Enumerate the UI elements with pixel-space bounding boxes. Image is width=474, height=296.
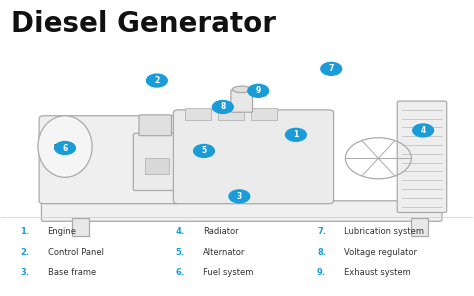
Text: 9.: 9.: [317, 268, 326, 277]
Circle shape: [194, 144, 214, 157]
Text: Alternator: Alternator: [203, 247, 246, 257]
Bar: [251, 108, 277, 120]
Text: Exhaust system: Exhaust system: [345, 268, 411, 277]
Bar: [72, 218, 89, 236]
Text: Lubrication system: Lubrication system: [345, 227, 424, 236]
Text: 4: 4: [420, 126, 426, 135]
Circle shape: [248, 84, 269, 97]
Text: 2.: 2.: [20, 247, 29, 257]
FancyBboxPatch shape: [231, 90, 253, 112]
Text: 1.: 1.: [20, 227, 29, 236]
Text: 7.: 7.: [317, 227, 326, 236]
Text: 7: 7: [328, 64, 334, 73]
Text: Fuel system: Fuel system: [203, 268, 254, 277]
Text: Engine: Engine: [47, 227, 77, 236]
Text: 1: 1: [293, 130, 299, 139]
Circle shape: [321, 62, 342, 75]
Text: 6: 6: [63, 144, 68, 152]
Text: Control Panel: Control Panel: [47, 247, 103, 257]
Bar: [145, 158, 169, 174]
Text: Voltage regulator: Voltage regulator: [345, 247, 418, 257]
Text: Radiator: Radiator: [203, 227, 239, 236]
Circle shape: [229, 190, 250, 203]
Bar: [185, 108, 211, 120]
Text: 2: 2: [154, 76, 160, 85]
Text: Diesel Generator: Diesel Generator: [11, 10, 276, 38]
FancyBboxPatch shape: [39, 116, 181, 204]
Text: 9: 9: [255, 86, 261, 95]
Circle shape: [413, 124, 434, 137]
Text: DIESEL: DIESEL: [54, 144, 76, 149]
Circle shape: [285, 128, 306, 141]
Ellipse shape: [232, 86, 251, 93]
Text: 5.: 5.: [176, 247, 185, 257]
Circle shape: [55, 141, 75, 155]
FancyBboxPatch shape: [139, 115, 172, 136]
Text: 3: 3: [237, 192, 242, 201]
Text: Base frame: Base frame: [47, 268, 96, 277]
Text: 3.: 3.: [20, 268, 29, 277]
Ellipse shape: [38, 116, 92, 177]
Bar: [218, 108, 244, 120]
FancyBboxPatch shape: [173, 110, 334, 204]
FancyBboxPatch shape: [41, 201, 442, 221]
Text: 8: 8: [220, 102, 226, 112]
Text: 4.: 4.: [176, 227, 185, 236]
Bar: [411, 218, 428, 236]
FancyBboxPatch shape: [397, 101, 447, 213]
Text: 6.: 6.: [176, 268, 185, 277]
Text: 5: 5: [201, 147, 207, 155]
Text: 8.: 8.: [317, 247, 326, 257]
Circle shape: [212, 101, 233, 113]
FancyBboxPatch shape: [133, 133, 178, 191]
Circle shape: [146, 74, 167, 87]
